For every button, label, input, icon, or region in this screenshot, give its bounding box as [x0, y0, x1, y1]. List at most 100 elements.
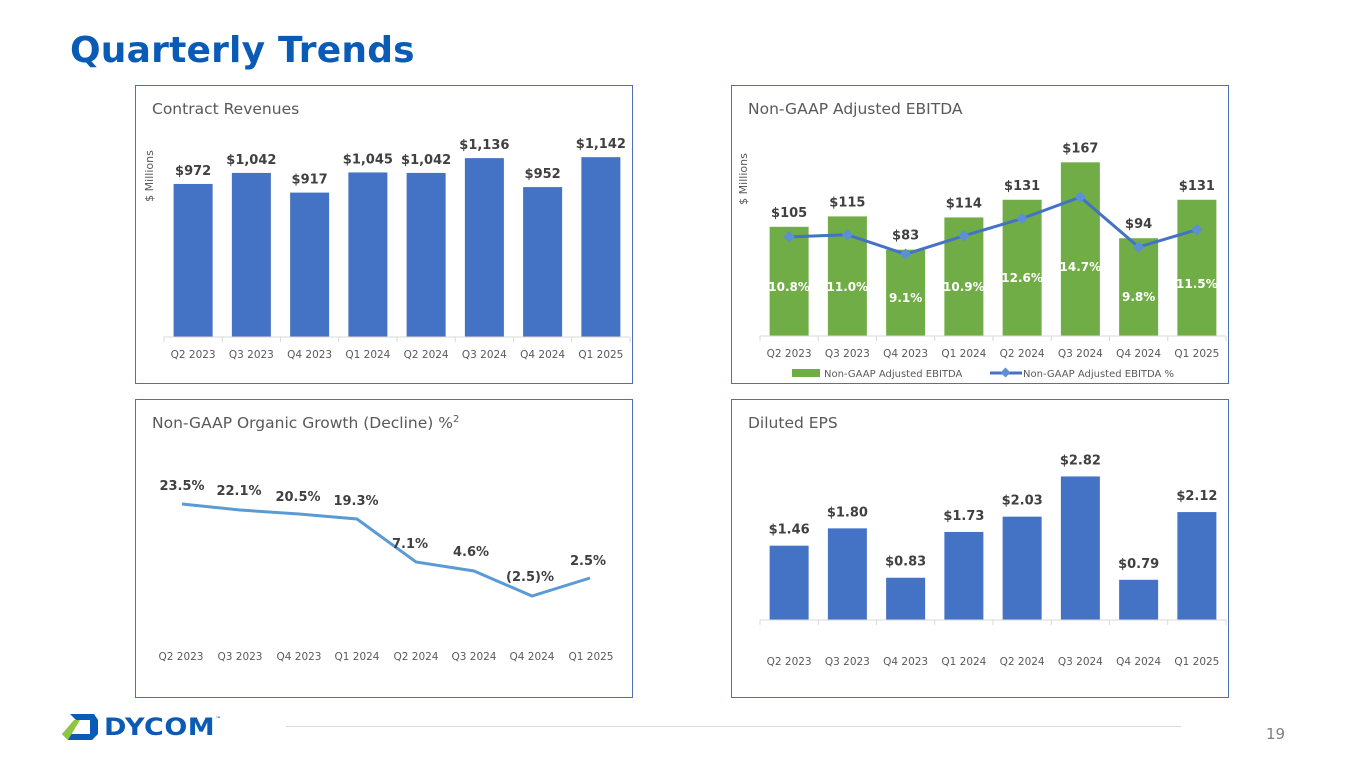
revenue-bar: [290, 192, 330, 337]
organic-growth-data-label: 20.5%: [275, 490, 320, 505]
organic-growth-title: Non-GAAP Organic Growth (Decline) %2: [152, 414, 459, 432]
eps-bar: [886, 577, 926, 620]
revenue-data-label: $952: [525, 167, 561, 182]
organic-growth-data-label: 2.5%: [570, 554, 606, 569]
organic-growth-data-label: 4.6%: [453, 545, 489, 560]
x-tick-label: Q2 2024: [1000, 656, 1045, 668]
eps-data-label: $2.12: [1176, 489, 1217, 504]
x-tick-label: Q4 2023: [287, 349, 332, 361]
page-number: 19: [1266, 725, 1286, 743]
dycom-logo-mark-icon: [62, 714, 98, 740]
dycom-logo-text: DYCOM: [104, 713, 216, 741]
x-tick-label: Q3 2023: [825, 348, 870, 360]
eps-data-label: $1.73: [943, 509, 984, 524]
ebitda-pct-label: 11.5%: [1176, 277, 1218, 291]
revenue-data-label: $1,042: [401, 153, 451, 168]
revenue-bar: [348, 172, 388, 337]
organic-growth-data-label: 22.1%: [216, 484, 261, 499]
legend-label-ebitda: Non-GAAP Adjusted EBITDA: [824, 369, 963, 380]
eps-bar: [827, 528, 867, 620]
ebitda-data-label: $115: [829, 195, 865, 210]
ebitda-pct-marker: [1132, 241, 1145, 253]
adjusted-ebitda-chart: $ Millions $105 $115 $83 $114 $131 $167 $94 $131…: [737, 141, 1227, 380]
revenue-data-label: $972: [175, 164, 211, 179]
footnote-marker: 2: [452, 414, 460, 425]
ebitda-pct-label: 9.1%: [889, 291, 922, 305]
x-tick-label: Q3 2024: [1058, 656, 1103, 668]
x-tick-label: Q1 2025: [1174, 348, 1219, 360]
ebitda-pct-label: 12.6%: [1001, 271, 1043, 285]
ebitda-data-label: $131: [1179, 179, 1215, 194]
revenue-bar: [173, 183, 213, 337]
ebitda-data-label: $114: [946, 196, 982, 211]
eps-bar: [1002, 516, 1042, 620]
ebitda-bar: [1060, 162, 1100, 336]
x-tick-label: Q4 2024: [1116, 656, 1161, 668]
x-tick-label: Q1 2024: [941, 656, 986, 668]
eps-data-label: $1.46: [769, 523, 810, 538]
x-tick-label: Q2 2024: [393, 651, 438, 663]
eps-bar: [1060, 476, 1100, 620]
revenue-bar: [406, 172, 446, 337]
ebitda-data-label: $83: [892, 229, 919, 244]
adjusted-ebitda-panel: $ Millions $105 $115 $83 $114 $131 $167 $94 $131…: [731, 85, 1229, 384]
eps-data-label: $2.82: [1060, 453, 1101, 468]
x-tick-label: Q1 2025: [578, 349, 623, 361]
ebitda-bar: [886, 249, 926, 336]
dycom-logo: DYCOM ™: [60, 710, 221, 744]
revenue-bar: [581, 157, 621, 337]
eps-bar: [1177, 512, 1217, 620]
legend-label-ebitda-pct: Non-GAAP Adjusted EBITDA %: [1023, 369, 1174, 380]
ebitda-data-label: $105: [771, 206, 807, 221]
x-tick-label: Q1 2025: [568, 651, 613, 663]
eps-data-label: $0.79: [1118, 557, 1159, 572]
x-tick-label: Q2 2023: [171, 349, 216, 361]
x-tick-label: Q4 2023: [883, 348, 928, 360]
ebitda-pct-line: [789, 195, 1198, 256]
organic-growth-data-label: 23.5%: [159, 479, 204, 494]
x-tick-label: Q3 2024: [451, 651, 496, 663]
organic-growth-data-label: 19.3%: [333, 494, 378, 509]
x-tick-label: Q3 2024: [462, 349, 507, 361]
ebitda-pct-marker: [899, 248, 912, 260]
x-tick-label: Q3 2023: [229, 349, 274, 361]
x-tick-label: Q2 2024: [1000, 348, 1045, 360]
x-tick-label: Q2 2023: [767, 656, 812, 668]
ebitda-bar: [1177, 199, 1217, 336]
dycom-logo-trademark: ™: [215, 715, 222, 723]
contract-revenues-chart: $ Millions $972 $1,042 $917 $1,045 $1,042 $1,1…: [143, 137, 631, 361]
revenue-bar: [523, 187, 563, 337]
revenue-bar: [464, 158, 504, 337]
ebitda-bar: [1119, 238, 1159, 336]
ebitda-bar: [769, 226, 809, 336]
revenue-data-label: $1,142: [576, 137, 626, 152]
x-tick-label: Q4 2023: [276, 651, 321, 663]
page-title: Quarterly Trends: [70, 30, 415, 71]
ebitda-pct-marker: [1074, 191, 1087, 203]
x-tick-label: Q3 2024: [1058, 348, 1103, 360]
adjusted-ebitda-title: Non-GAAP Adjusted EBITDA: [748, 100, 963, 118]
x-tick-label: Q2 2023: [158, 651, 203, 663]
x-tick-label: Q1 2024: [941, 348, 986, 360]
organic-growth-title-text: Non-GAAP Organic Growth (Decline) %: [152, 414, 453, 433]
ebitda-pct-marker: [1191, 224, 1203, 236]
revenue-bar: [231, 172, 271, 337]
contract-revenues-panel: $ Millions $972 $1,042 $917 $1,045 $1,042 $1,1…: [135, 85, 633, 384]
organic-growth-data-label: (2.5)%: [506, 570, 554, 585]
ebitda-data-label: $94: [1125, 217, 1152, 232]
ebitda-data-label: $167: [1062, 141, 1098, 156]
x-tick-label: Q4 2023: [883, 656, 928, 668]
ebitda-data-label: $131: [1004, 179, 1040, 194]
eps-data-label: $2.03: [1002, 494, 1043, 509]
revenue-data-label: $1,045: [343, 152, 393, 167]
x-tick-label: Q3 2023: [825, 656, 870, 668]
legend-swatch-ebitda: [792, 369, 820, 377]
revenue-data-label: $1,136: [459, 138, 509, 153]
diluted-eps-chart: $1.46 $1.80 $0.83 $1.73 $2.03 $2.82 $0.79 $2.12…: [759, 453, 1227, 668]
x-tick-label: Q4 2024: [1116, 348, 1161, 360]
organic-growth-data-label: 7.1%: [392, 537, 428, 552]
revenue-data-label: $1,042: [226, 153, 276, 168]
ebitda-pct-marker: [958, 230, 970, 242]
organic-growth-line: [181, 502, 591, 598]
x-tick-label: Q1 2024: [345, 349, 390, 361]
